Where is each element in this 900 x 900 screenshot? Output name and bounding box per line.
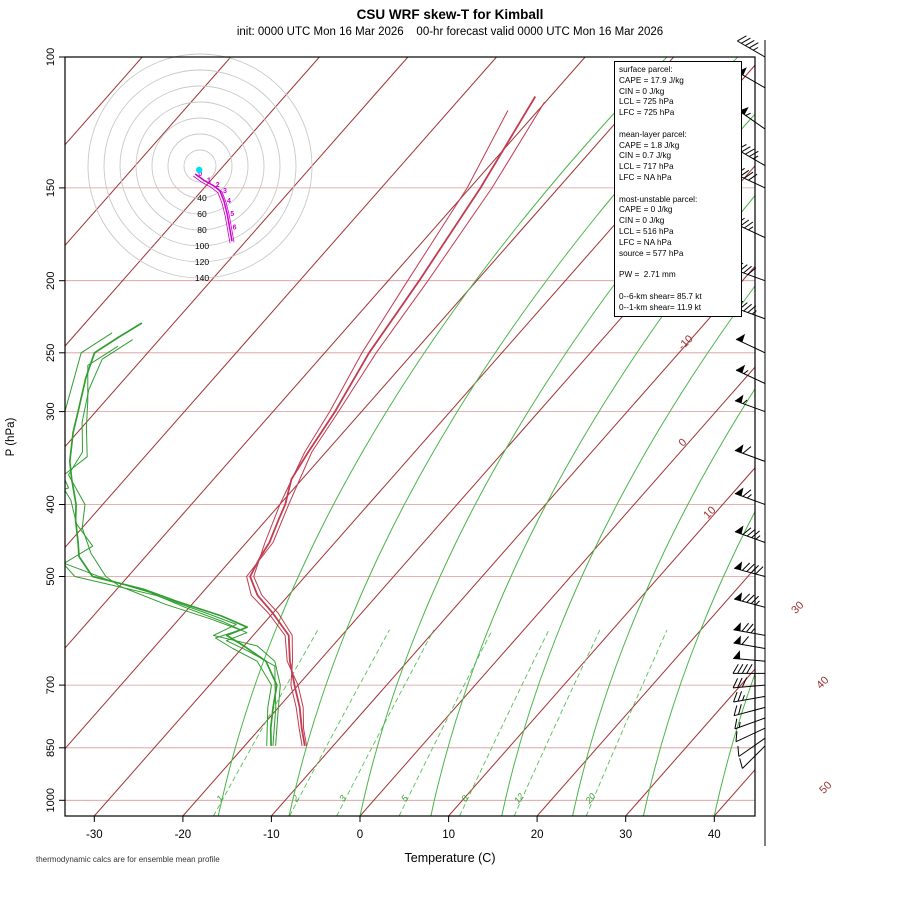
- hodo-km-label: 6: [233, 225, 237, 232]
- wind-barbs: [732, 35, 766, 846]
- saturation-adiabats: [217, 57, 755, 816]
- parcel-info-line: mean-layer parcel:: [619, 129, 687, 139]
- parcel-info-box: surface parcel: CAPE = 17.9 J/kg CIN = 0 J…: [614, 61, 742, 318]
- mixing-ratio-lines: 1 2 3 5 8 12 20: [213, 629, 668, 816]
- hodograph-trace: [196, 174, 235, 243]
- pressure-gridlines: [65, 187, 755, 801]
- temp-tick-label: 40: [708, 829, 721, 841]
- pressure-tick-label: 200: [45, 272, 57, 290]
- parcel-info-line: LCL = 516 hPa: [619, 226, 674, 236]
- isotherm-margin-label: 0: [676, 436, 689, 449]
- parcel-info-line: LCL = 717 hPa: [619, 162, 674, 172]
- footnote: thermodynamic calcs are for ensemble mea…: [36, 855, 220, 864]
- hodo-km-label: 5: [230, 211, 234, 218]
- mixing-ratio-label: 12: [512, 791, 526, 805]
- temp-tick-label: 30: [619, 829, 632, 841]
- parcel-info-line: CAPE = 0 J/kg: [619, 205, 673, 215]
- parcel-info-line: [619, 259, 737, 270]
- pressure-tick-label: 150: [45, 179, 57, 197]
- mixing-ratio-label: 8: [459, 793, 470, 803]
- parcel-info-line: CAPE = 17.9 J/kg: [619, 75, 684, 85]
- hodo-ring-label: 40: [197, 193, 207, 203]
- mixing-ratio-label: 1: [214, 793, 225, 803]
- parcel-info-line: 0--1-km shear= 11.9 kt: [619, 302, 701, 312]
- mixing-ratio-label: 2: [290, 793, 302, 804]
- parcel-info-line: PW = 2.71 mm: [619, 270, 676, 280]
- parcel-info-line: CIN = 0 J/kg: [619, 216, 665, 226]
- isotherm-margin-label: 50: [817, 779, 834, 796]
- pressure-tick-label: 700: [45, 676, 57, 694]
- parcel-info-line: CAPE = 1.8 J/kg: [619, 140, 680, 150]
- temp-tick-label: -10: [263, 829, 280, 841]
- parcel-info-line: most-unstable parcel:: [619, 194, 698, 204]
- page-title: CSU WRF skew-T for Kimball: [356, 7, 544, 22]
- x-axis-label: Temperature (C): [405, 851, 496, 865]
- temp-tick-label: -20: [175, 829, 192, 841]
- temperature-profile: [246, 96, 545, 747]
- temp-tick-label: 0: [357, 829, 363, 841]
- parcel-info-line: source = 577 hPa: [619, 248, 684, 258]
- isotherm-margin-label: 30: [789, 599, 806, 616]
- hodo-ring-label: 100: [195, 241, 209, 251]
- hodo-km-label: 2: [216, 182, 220, 189]
- parcel-info-line: LFC = NA hPa: [619, 172, 672, 182]
- isotherm-margin-label: -10: [676, 333, 696, 353]
- init-valid-subtitle: init: 0000 UTC Mon 16 Mar 2026 00-hr for…: [236, 26, 664, 38]
- hodograph-rings: [87, 53, 313, 279]
- pressure-tick-label: 300: [45, 402, 57, 420]
- mixing-ratio-label: 3: [337, 793, 348, 803]
- hodo-km-label: 0: [198, 171, 202, 178]
- pressure-tick-label: 850: [45, 739, 57, 757]
- parcel-info-line: [619, 184, 737, 195]
- temp-tick-label: 10: [442, 829, 455, 841]
- storm-motion-dot: [196, 166, 203, 174]
- pressure-tick-label: 400: [45, 495, 57, 513]
- mixing-ratio-label: 5: [399, 792, 411, 803]
- parcel-info-line: LCL = 725 hPa: [619, 97, 674, 107]
- pressure-tick-label: 1000: [45, 788, 57, 812]
- hodo-km-label: 4: [227, 198, 231, 205]
- hodo-km-label: 1: [207, 177, 211, 184]
- hodo-ring-label: 140: [195, 273, 209, 283]
- parcel-info-line: CIN = 0 J/kg: [619, 86, 665, 96]
- hodo-ring-label: 120: [195, 257, 209, 267]
- parcel-info-line: [619, 281, 737, 292]
- pressure-tick-label: 100: [45, 48, 57, 66]
- pressure-tick-label: 500: [45, 567, 57, 585]
- hodograph-trace: [192, 175, 231, 244]
- parcel-info-line: CIN = 0.7 J/kg: [619, 151, 672, 161]
- hodo-ring-label: 80: [197, 225, 207, 235]
- parcel-info-line: 0--6-km shear= 85.7 kt: [619, 291, 702, 301]
- hodo-ring-label: 60: [197, 209, 207, 219]
- parcel-info-line: surface parcel:: [619, 65, 673, 74]
- isotherm-margin-label: 10: [701, 504, 718, 521]
- temp-tick-label: 20: [531, 829, 544, 841]
- plot-border: [64, 56, 756, 817]
- dewpoint-profile: [65, 322, 281, 746]
- parcel-info-line: [619, 119, 737, 130]
- isotherm-margin-label: 40: [814, 674, 831, 691]
- pressure-tick-label: 250: [45, 344, 57, 362]
- hodo-km-label: 3: [223, 188, 227, 195]
- temp-tick-label: -30: [86, 829, 103, 841]
- parcel-info-line: LFC = NA hPa: [619, 237, 672, 247]
- y-axis-label: P (hPa): [5, 417, 17, 456]
- parcel-info-line: LFC = 725 hPa: [619, 108, 675, 118]
